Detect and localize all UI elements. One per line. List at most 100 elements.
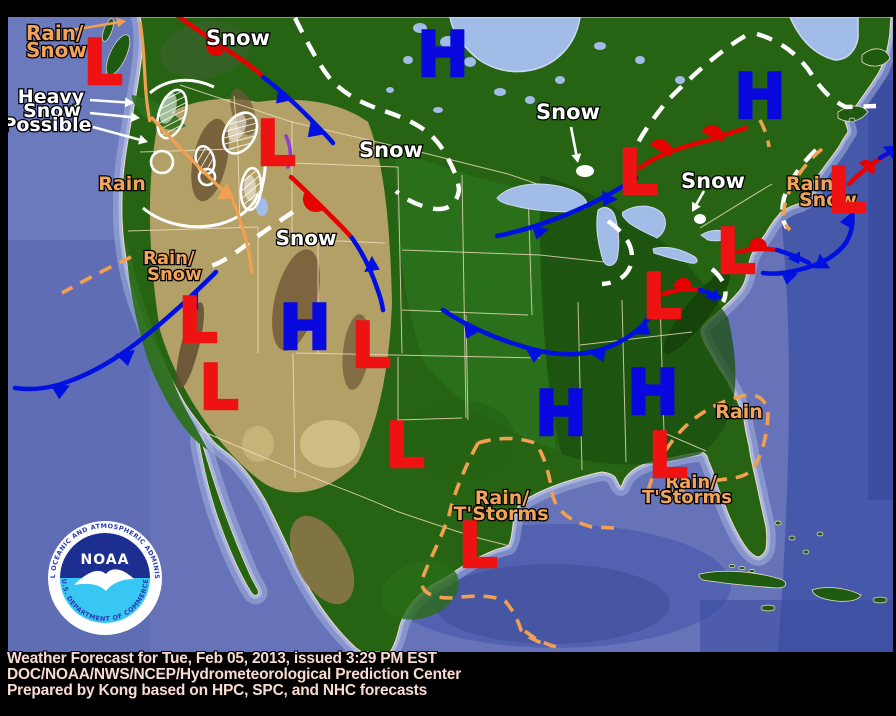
snow-area-boundary — [627, 34, 747, 161]
low-pressure-symbol: L — [178, 284, 218, 357]
cold-front-plains-ohio-valley — [440, 296, 660, 357]
political-border — [577, 301, 583, 471]
heavy-snow-hatched-area — [239, 166, 263, 212]
lake-effect-snow-spot — [576, 165, 594, 177]
high-pressure-symbol: H — [535, 377, 587, 450]
terrain-shade — [289, 515, 355, 605]
political-border — [397, 166, 403, 354]
label-snow-quebec: Snow — [681, 169, 745, 193]
small-lake — [440, 36, 456, 48]
low-pressure-symbol: L — [458, 509, 498, 582]
cold-front-mid-atlantic-pip — [787, 251, 801, 265]
island — [788, 535, 796, 541]
label-rain-snow-california: Rain/ — [143, 248, 195, 269]
political-border — [401, 249, 541, 256]
heavy-snow-hatched-area — [156, 88, 188, 140]
political-border — [397, 417, 463, 421]
heavy-snow-arrow-3-head — [138, 134, 148, 145]
warm-front-appalachians — [661, 286, 703, 297]
rain-snow-line — [231, 200, 254, 275]
terrain-shade — [663, 270, 731, 354]
cold-front-pacific-nw-pip — [307, 121, 324, 138]
hudson-bay — [449, 17, 581, 73]
heavy-snow-arrow-3 — [92, 125, 140, 141]
rain-area-boundary — [61, 255, 132, 295]
noaa-logo-sky — [60, 533, 150, 578]
rain-area-boundary — [758, 119, 771, 148]
snow-pointer-arrow-superior — [569, 126, 578, 155]
cold-front-appalachians-pip — [704, 289, 718, 303]
island — [848, 117, 856, 123]
snow-area-outline — [149, 78, 215, 95]
small-lake — [403, 56, 413, 64]
occluded-front-oregon-pip — [217, 182, 235, 200]
snow-pointer-arrow-huron — [695, 190, 706, 205]
warm-front-pacific-nw-pip — [206, 40, 225, 56]
cold-front-plains-ohio-valley-pip — [463, 323, 481, 339]
ocean-shade — [434, 564, 670, 644]
high-pressure-symbol: H — [279, 291, 331, 364]
cold-front-colorado — [349, 235, 386, 313]
cold-front-plains-ohio-valley-pip — [634, 319, 651, 335]
island — [728, 564, 736, 568]
political-border — [527, 189, 533, 316]
cold-front-atlantic-canada-pip — [780, 270, 798, 285]
cold-front-pacific-pip — [181, 292, 199, 310]
island — [760, 604, 776, 612]
heavy-snow-hatched-area — [221, 111, 259, 155]
label-rain-southeast: Rain — [715, 401, 763, 423]
ocean-shade — [760, 80, 893, 652]
high-pressure-symbol: H — [627, 356, 679, 429]
label-snow-bc: Snow — [206, 26, 270, 50]
gulf-of-st-lawrence — [789, 17, 859, 61]
terrain-shade — [176, 302, 204, 390]
snow-area-boundary — [756, 31, 877, 110]
low-pressure-symbol: L — [351, 309, 391, 382]
low-pressure-symbol: L — [716, 215, 756, 288]
label-rain-tstorms-gulf: Rain/ — [665, 472, 717, 493]
political-border — [579, 331, 693, 346]
political-border — [401, 309, 529, 316]
snow-pointer-arrow-superior-head — [571, 153, 582, 163]
lake-effect-snow-spot — [694, 214, 706, 224]
caption-line-agency: DOC/NOAA/NWS/NCEP/Hydrometeorological Pr… — [7, 666, 462, 684]
terrain-shade — [242, 426, 274, 462]
island — [816, 531, 824, 537]
rain-snow-pointer-arrow-head — [116, 17, 126, 28]
cold-front-colorado-pip — [364, 255, 380, 273]
label-rain-snow-nw: Snow — [26, 38, 87, 62]
stationary-front-idaho — [284, 134, 293, 169]
snow-area-boundary — [710, 267, 728, 304]
rain-area-boundary — [420, 442, 553, 648]
noaa-logo: NOAA NATIONAL OCEANIC AND ATMOSPHERIC AD… — [48, 521, 162, 635]
cold-front-plains-ohio-valley-pip — [526, 349, 544, 363]
heavy-snow-arrow-2-head — [130, 112, 140, 123]
political-border — [539, 254, 605, 263]
political-border — [621, 299, 627, 463]
cuba — [698, 570, 787, 589]
low-pressure-symbol: L — [83, 26, 123, 99]
small-lake — [386, 87, 394, 93]
newfoundland — [861, 48, 891, 67]
terrain-shade — [405, 400, 515, 480]
island — [738, 566, 746, 570]
cold-front-ne-corner-pip — [882, 145, 893, 160]
low-pressure-symbol: L — [199, 351, 239, 424]
cold-front-great-lakes — [494, 175, 639, 239]
small-lake — [675, 76, 685, 84]
label-rain-tstorms-texas: T'Storms — [453, 503, 548, 525]
political-border — [179, 84, 541, 186]
baja-peninsula — [198, 434, 259, 596]
rain-area-boundary — [523, 629, 561, 650]
cold-front-atlantic-canada-pip — [840, 212, 854, 230]
snow-area-ring — [149, 149, 175, 175]
label-heavy-snow-possible: Possible — [2, 114, 91, 136]
warm-front-rockies — [288, 174, 355, 241]
caption: Weather Forecast for Tue, Feb 05, 2013, … — [0, 650, 896, 700]
ocean-shade — [868, 40, 893, 500]
rain-snow-line — [138, 21, 152, 123]
political-border — [292, 352, 296, 479]
caption-line-credit: Prepared by Kong based on HPC, SPC, and … — [7, 682, 428, 700]
label-rain-tstorms-gulf: T'Storms — [642, 487, 732, 508]
label-rain-snow-new-england: Rain/ — [786, 173, 840, 195]
